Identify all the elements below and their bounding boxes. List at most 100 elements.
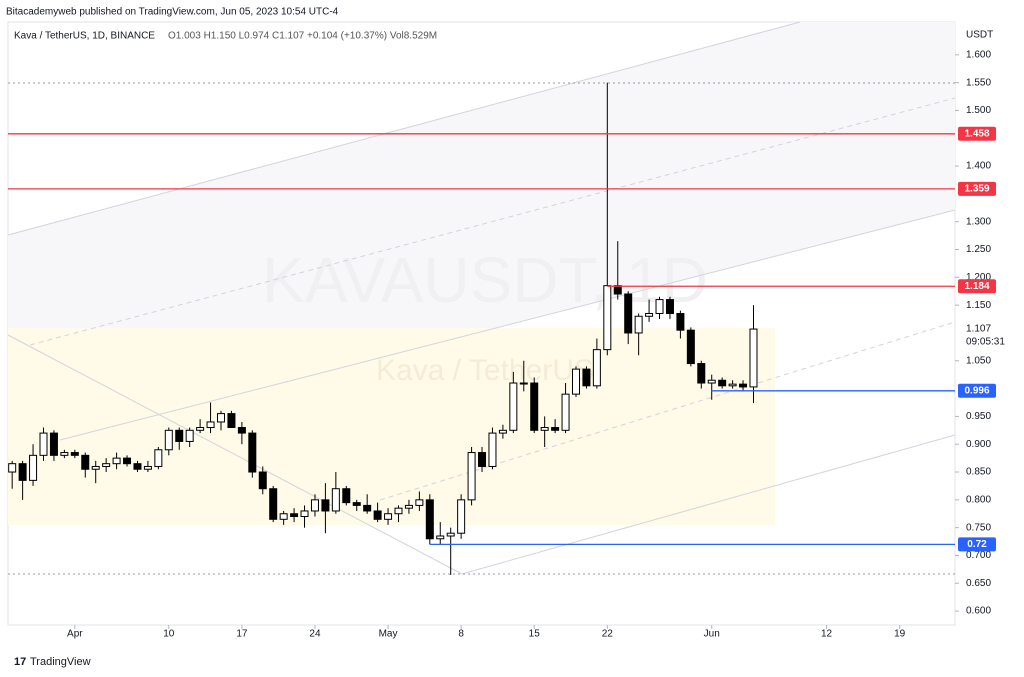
level-badge: [958, 181, 996, 196]
candle-body: [707, 379, 716, 384]
candle-body: [154, 449, 163, 467]
x-tick-label: 24: [309, 629, 321, 640]
countdown: 09:05:31: [966, 337, 1005, 348]
candle-body: [216, 413, 225, 423]
y-tick-label: 0.650: [966, 578, 991, 589]
candle-body: [718, 379, 727, 387]
candle-body: [686, 329, 695, 365]
candle-body: [310, 499, 319, 512]
candle-body: [363, 504, 372, 512]
candle-body: [551, 427, 560, 431]
brand: TradingView: [30, 656, 91, 668]
y-tick-label: 0.750: [966, 522, 991, 533]
x-tick-label: 10: [163, 629, 175, 640]
ohlc: O1.003 H1.150 L0.974 C1.107 +0.104 (+10.…: [168, 31, 437, 42]
y-tick-label: 1.150: [966, 300, 991, 311]
x-tick-label: 17: [236, 629, 248, 640]
x-tick-label: Jun: [704, 629, 720, 640]
candle-body: [206, 421, 215, 429]
candle-body: [749, 328, 758, 388]
y-tick-label: 1.300: [966, 216, 991, 227]
x-tick-label: 19: [894, 629, 906, 640]
channel-line: [7, 334, 463, 575]
candle-body: [185, 429, 194, 442]
candle-body: [478, 452, 487, 467]
axis-label: USDT: [966, 30, 993, 41]
candle-body: [290, 513, 299, 518]
candle-body: [624, 293, 633, 334]
x-tick-label: 22: [602, 629, 614, 640]
candle-body: [561, 393, 570, 431]
candle-body: [655, 299, 664, 314]
candle-body: [404, 504, 413, 509]
level-label: 0.996: [964, 385, 989, 396]
candle-body: [739, 383, 748, 388]
candle-body: [394, 507, 403, 515]
channel-lines: [7, 21, 956, 575]
y-tick-label: 1.550: [966, 77, 991, 88]
level-badge: [958, 126, 996, 141]
y-tick-label: 0.950: [966, 411, 991, 422]
level-label: 1.359: [964, 184, 989, 195]
channel-line: [29, 97, 956, 346]
level-label: 0.72: [967, 539, 987, 550]
level-label: 1.184: [964, 281, 989, 292]
candle-body: [352, 502, 361, 506]
candle-body: [467, 452, 476, 501]
brand-logo: 17: [14, 656, 26, 668]
candle-body: [488, 432, 497, 467]
candle-body: [665, 299, 674, 314]
level-badge: [958, 383, 996, 398]
candle-body: [540, 427, 549, 431]
watermark: KAVAUSDT, 1D: [262, 244, 708, 316]
candle-body: [8, 463, 17, 473]
candle-body: [436, 535, 445, 540]
candle-body: [60, 452, 69, 456]
candle-body: [300, 510, 309, 518]
candle-body: [457, 499, 466, 534]
candle-body: [269, 488, 278, 520]
candle-body: [248, 432, 257, 473]
watermark-sub: Kava / TetherUS: [376, 354, 594, 387]
candle-body: [645, 312, 654, 317]
channel-line: [379, 321, 956, 501]
candle-body: [91, 465, 100, 470]
candle-body: [592, 349, 601, 387]
zone: [8, 328, 775, 525]
candle-body: [258, 471, 267, 490]
publisher: Bitacademyweb published on TradingView.c…: [6, 7, 339, 18]
symbol: Kava / TetherUS, 1D, BINANCE: [14, 31, 155, 42]
level-badge: [958, 279, 996, 294]
candle-body: [582, 368, 591, 387]
x-tick-label: 12: [821, 629, 833, 640]
candle-body: [227, 413, 236, 429]
candle-body: [384, 513, 393, 520]
candle-body: [133, 463, 142, 470]
candle-body: [49, 432, 58, 456]
candle-body: [143, 465, 152, 470]
x-tick-label: Apr: [67, 629, 83, 640]
candle-body: [112, 457, 121, 465]
y-tick-label: 1.200: [966, 272, 991, 283]
candle-body: [446, 532, 455, 537]
candle-body: [164, 429, 173, 451]
candle-body: [321, 499, 330, 512]
candle-body: [697, 363, 706, 384]
candle-body: [415, 499, 424, 506]
y-tick-label: 0.800: [966, 494, 991, 505]
x-tick-label: May: [379, 629, 398, 640]
candle-body: [39, 432, 48, 456]
level-badge: [958, 537, 996, 552]
candle-body: [373, 510, 382, 520]
candle-body: [603, 285, 612, 351]
y-tick-label: 1.500: [966, 105, 991, 116]
y-tick-label: 1.600: [966, 49, 991, 60]
candle-body: [29, 454, 38, 481]
candle-body: [175, 429, 184, 442]
candle-body: [279, 513, 288, 520]
x-tick-label: 8: [458, 629, 464, 640]
candle-body: [571, 368, 580, 395]
y-tick-label: 0.900: [966, 439, 991, 450]
y-tick-label: 1.400: [966, 161, 991, 172]
